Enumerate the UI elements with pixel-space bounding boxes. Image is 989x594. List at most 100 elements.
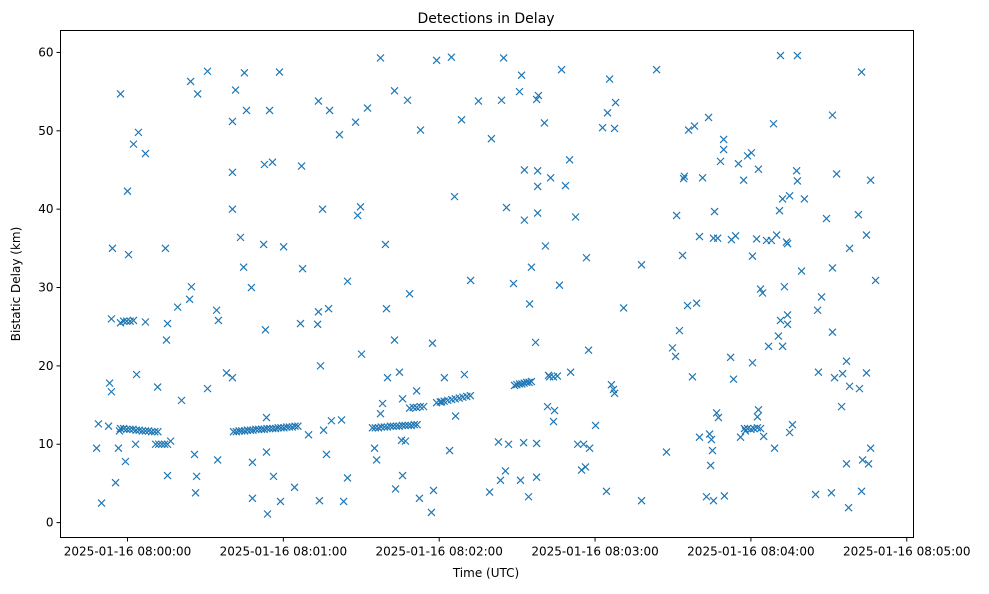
data-point-marker <box>680 172 689 181</box>
data-point-marker <box>203 384 212 393</box>
data-point-marker <box>376 54 385 62</box>
data-point-marker <box>325 106 334 115</box>
data-point-marker <box>356 202 365 211</box>
data-point-marker <box>494 437 503 446</box>
data-point-marker <box>160 440 169 449</box>
y-tick-label: 0 <box>46 516 54 530</box>
data-point-marker <box>702 492 711 501</box>
data-point-marker <box>447 53 456 62</box>
data-point-marker <box>710 207 719 216</box>
data-point-marker <box>708 446 717 455</box>
data-point-marker <box>828 264 837 272</box>
y-tick-label: 50 <box>38 124 53 138</box>
data-point-marker <box>602 487 611 496</box>
data-point-marker <box>450 192 459 201</box>
data-point-marker <box>248 494 257 503</box>
data-point-marker <box>532 95 541 104</box>
data-point-marker <box>496 476 505 485</box>
data-point-marker <box>466 276 475 285</box>
data-point-marker <box>187 282 196 291</box>
data-point-marker <box>466 391 475 400</box>
data-point-marker <box>734 159 743 168</box>
data-point-marker <box>611 98 620 107</box>
data-point-marker <box>213 455 222 464</box>
data-point-marker <box>550 406 559 415</box>
data-point-marker <box>832 169 841 178</box>
y-tick-label: 40 <box>38 202 53 216</box>
data-point-marker <box>756 285 765 294</box>
data-point-marker <box>707 435 716 444</box>
data-point-marker <box>504 440 513 449</box>
data-point-marker <box>792 166 801 175</box>
data-point-marker <box>709 496 718 505</box>
data-point-marker <box>509 279 518 288</box>
data-point-marker <box>747 148 756 157</box>
data-point-marker <box>774 332 783 341</box>
data-point-marker <box>783 311 792 319</box>
data-point-marker <box>138 427 147 435</box>
data-point-marker <box>97 499 106 507</box>
data-point-marker <box>858 455 867 464</box>
data-point-marker <box>866 176 875 185</box>
data-point-marker <box>668 343 677 352</box>
data-point-marker <box>460 370 469 379</box>
data-point-marker <box>675 326 684 335</box>
data-point-marker <box>304 430 313 439</box>
data-point-marker <box>279 242 288 251</box>
data-point-marker <box>533 166 542 175</box>
data-point-marker <box>357 350 366 359</box>
data-point-marker <box>382 304 391 313</box>
data-point-marker <box>584 346 593 355</box>
data-point-marker <box>828 111 837 120</box>
data-point-marker <box>487 134 496 143</box>
data-point-marker <box>842 459 851 468</box>
data-point-marker <box>412 387 421 395</box>
data-point-marker <box>247 283 256 292</box>
data-point-marker <box>298 264 307 273</box>
data-point-marker <box>157 440 166 449</box>
data-point-marker <box>797 267 806 275</box>
data-point-marker <box>297 162 306 170</box>
data-point-marker <box>485 488 494 496</box>
data-point-marker <box>132 370 141 379</box>
data-point-marker <box>672 211 681 220</box>
data-point-marker <box>785 428 794 437</box>
data-point-marker <box>637 260 646 269</box>
data-point-marker <box>269 472 278 481</box>
y-tick-label: 60 <box>38 45 53 59</box>
data-point-marker <box>748 252 757 261</box>
data-point-marker <box>571 213 580 221</box>
data-point-marker <box>129 316 138 325</box>
data-point-marker <box>314 307 323 316</box>
data-point-marker <box>260 160 269 169</box>
data-point-marker <box>92 444 101 453</box>
x-tick-label: 2025-01-16 08:03:00 <box>531 545 658 559</box>
data-point-marker <box>637 496 646 505</box>
data-point-marker <box>415 494 424 503</box>
data-point-marker <box>729 375 738 384</box>
data-point-marker <box>114 444 123 453</box>
data-point-marker <box>811 490 820 499</box>
data-point-marker <box>527 377 536 386</box>
data-point-marker <box>154 440 163 449</box>
data-point-marker <box>474 97 483 105</box>
data-point-marker <box>401 437 410 446</box>
data-point-marker <box>845 244 854 253</box>
data-point-marker <box>378 399 387 408</box>
data-point-marker <box>405 289 414 298</box>
data-point-marker <box>719 145 728 154</box>
data-point-marker <box>259 240 268 249</box>
data-point-marker <box>125 425 134 434</box>
data-point-marker <box>684 126 693 134</box>
y-tick-label: 10 <box>38 437 53 451</box>
data-point-marker <box>177 396 186 405</box>
data-point-marker <box>115 427 124 435</box>
data-point-marker <box>153 427 162 436</box>
data-point-marker <box>525 300 534 308</box>
data-point-marker <box>531 338 540 347</box>
data-point-marker <box>191 488 200 497</box>
data-point-marker <box>222 369 231 377</box>
data-point-marker <box>319 426 328 435</box>
y-axis-label: Bistatic Delay (km) <box>9 227 23 342</box>
